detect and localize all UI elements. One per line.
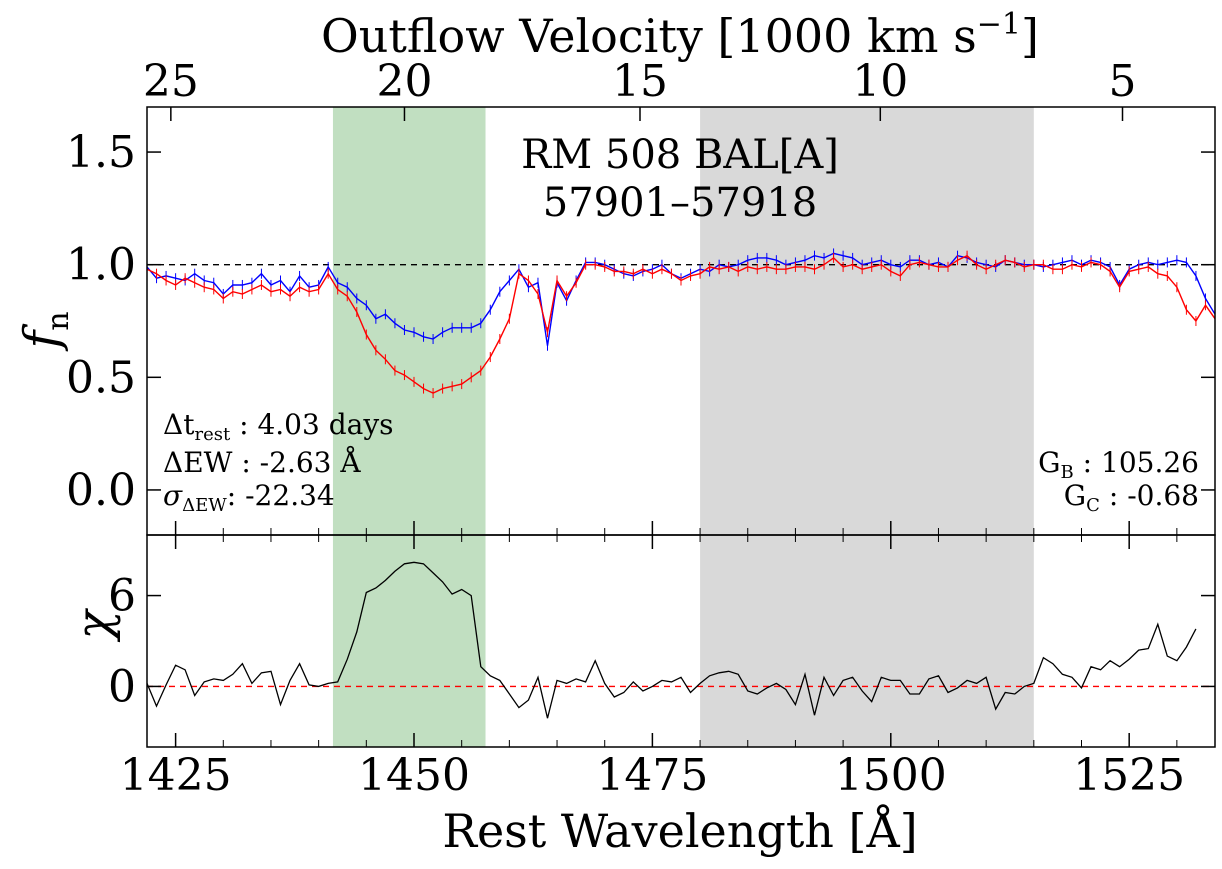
top-tick-label: 5 [1109,56,1137,107]
series-0 [146,248,1216,351]
gc-annotation: GC : -0.68 [1064,479,1199,516]
top-tick-label: 20 [376,56,432,107]
x-axis-label: Rest Wavelength [Å] [442,803,917,858]
y-tick-label: 0.5 [66,352,136,403]
gb-annotation: GB : 105.26 [1038,446,1199,483]
chi-tick-label: 0 [108,661,136,712]
top-tick-label: 15 [612,56,668,107]
delta-ew-annotation: ΔEW : -2.63 Å [163,446,361,479]
series-line [146,252,1216,346]
top-y-tick-labels: 0.0 0.5 1.0 1.5 [66,127,136,516]
bottom-y-tick-labels: 06 [108,571,136,713]
region-green [332,535,486,747]
sigma-ew-annotation: σΔEW: -22.34 [163,479,335,516]
region-gray [700,107,1034,535]
top-axis-tick-labels: 25 20 15 10 5 [143,56,1137,107]
top-tick-label: 10 [852,56,908,107]
chart-title-line1: RM 508 BAL[A] [521,132,839,178]
top-flux-series [146,248,1216,399]
chi-tick-label: 6 [108,571,136,622]
top-highlight-regions [332,107,1034,535]
bottom-highlight-regions [332,535,1034,747]
top-axis-label: Outflow Velocity [1000 km s−1] [321,7,1039,63]
x-tick-label: 1525 [1073,750,1185,801]
top-y-axis-label: fn [14,311,76,351]
y-tick-label: 1.0 [66,240,136,291]
bottom-y-axis-label: χ [66,608,122,643]
top-tick-label: 25 [143,56,199,107]
axis-ticks [147,107,1215,747]
y-tick-label: 1.5 [66,127,136,178]
bottom-chi-series [146,561,1197,719]
y-tick-label: 0.0 [66,465,136,516]
series-1 [146,250,1216,399]
chart-title-line2: 57901–57918 [543,180,818,226]
x-tick-label: 1425 [120,750,232,801]
bottom-panel-frame [146,534,1216,748]
x-tick-label: 1450 [358,750,470,801]
region-gray [700,535,1034,747]
region-green [332,107,486,535]
delta-t-annotation: Δtrest : 4.03 days [163,408,394,445]
x-tick-label: 1475 [596,750,708,801]
x-tick-labels: 1425 1450 1475 1500 1525 [120,750,1186,801]
x-tick-label: 1500 [835,750,947,801]
chi-line [146,561,1197,719]
